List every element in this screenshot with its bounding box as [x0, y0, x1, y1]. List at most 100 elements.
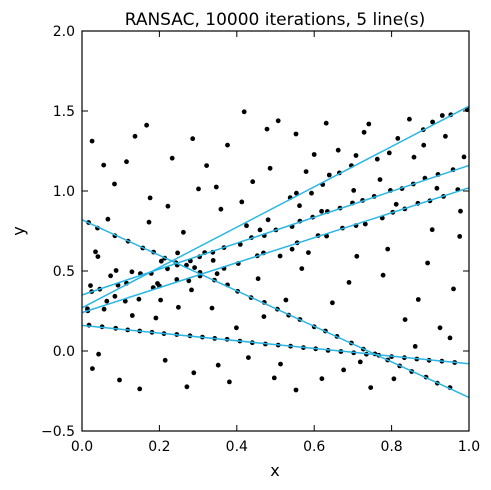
x-tick-label: 0.0	[71, 439, 93, 455]
data-point	[430, 119, 435, 125]
data-point	[246, 355, 251, 360]
data-point	[88, 283, 93, 288]
data-point	[189, 287, 194, 293]
data-point	[153, 315, 159, 321]
y-tick-label: 1.0	[53, 184, 75, 200]
data-point	[237, 242, 243, 247]
data-point	[190, 136, 196, 142]
data-point	[271, 375, 277, 381]
data-point	[377, 177, 383, 183]
data-point	[112, 293, 118, 299]
data-point	[264, 126, 270, 132]
y-axis-label: y	[9, 226, 28, 235]
data-point	[158, 258, 164, 264]
data-point	[261, 314, 267, 319]
data-point	[439, 113, 445, 118]
ransac-fit-line	[81, 164, 470, 296]
data-point	[361, 129, 367, 135]
data-point	[294, 190, 299, 196]
data-point	[90, 366, 95, 371]
data-point	[162, 357, 168, 363]
data-point	[386, 150, 392, 156]
data-point	[93, 249, 98, 255]
data-point	[209, 305, 215, 311]
data-point	[319, 376, 325, 382]
data-point	[225, 142, 230, 148]
data-point	[136, 296, 142, 302]
data-point	[391, 376, 397, 382]
data-point	[175, 250, 181, 256]
data-point	[385, 246, 391, 252]
data-point	[303, 169, 309, 175]
x-axis-label: x	[270, 461, 279, 480]
y-tick-label: −0.5	[41, 424, 75, 440]
data-point	[366, 121, 372, 127]
data-point	[147, 195, 153, 201]
data-point	[275, 118, 281, 124]
data-point	[137, 386, 143, 392]
axis-ticks: 0.0 0.2 0.4 0.6 0.8 1.0−0.50.00.51.01.52.0	[41, 24, 480, 455]
data-point	[421, 142, 427, 148]
data-point	[395, 136, 401, 141]
data-point	[293, 131, 299, 137]
data-point	[250, 179, 256, 185]
data-point	[357, 359, 363, 365]
data-point	[434, 185, 440, 191]
data-point	[165, 266, 170, 272]
y-tick-label: 0.5	[53, 264, 75, 280]
data-point	[451, 286, 456, 292]
ransac-fit-line	[81, 187, 470, 314]
ransac-fit-line	[81, 219, 470, 399]
data-point	[283, 297, 289, 303]
data-point	[457, 234, 463, 239]
data-point	[129, 313, 135, 318]
data-point	[158, 297, 164, 303]
data-point	[374, 156, 380, 162]
data-point	[234, 325, 239, 331]
plot-area-frame	[81, 30, 470, 432]
data-point	[129, 269, 135, 275]
data-point	[214, 271, 220, 277]
data-point	[411, 154, 417, 160]
x-tick-label: 0.8	[380, 439, 402, 455]
data-point	[101, 162, 107, 168]
data-point	[299, 266, 305, 271]
data-point	[341, 367, 346, 373]
data-point	[181, 229, 186, 235]
data-point	[89, 138, 95, 144]
data-point	[105, 216, 111, 222]
data-point	[244, 223, 249, 229]
data-point	[351, 188, 357, 193]
chart-title: RANSAC, 10000 iterations, 5 line(s)	[125, 10, 426, 30]
data-point	[368, 385, 374, 390]
data-point	[176, 304, 181, 310]
data-point	[393, 201, 399, 207]
data-point	[402, 317, 408, 322]
data-point	[204, 163, 210, 169]
data-point	[309, 190, 314, 196]
data-point	[277, 253, 283, 259]
data-point	[415, 297, 421, 302]
data-point	[407, 116, 412, 122]
data-point	[191, 370, 197, 376]
data-point	[362, 221, 368, 227]
data-point	[184, 384, 190, 390]
data-point	[186, 278, 192, 284]
data-point	[117, 377, 122, 383]
x-tick-label: 0.6	[303, 439, 325, 455]
data-point	[174, 277, 180, 282]
data-point	[458, 208, 463, 214]
data-point	[146, 219, 152, 225]
data-point	[122, 298, 128, 304]
data-point	[311, 152, 317, 157]
data-point	[265, 217, 271, 223]
data-point	[227, 379, 232, 385]
data-point	[429, 227, 435, 233]
y-tick-label: 0.0	[53, 344, 75, 360]
data-point	[96, 351, 101, 357]
data-point	[443, 133, 448, 139]
data-point	[215, 362, 221, 368]
data-point	[255, 276, 261, 282]
data-point	[380, 272, 386, 278]
